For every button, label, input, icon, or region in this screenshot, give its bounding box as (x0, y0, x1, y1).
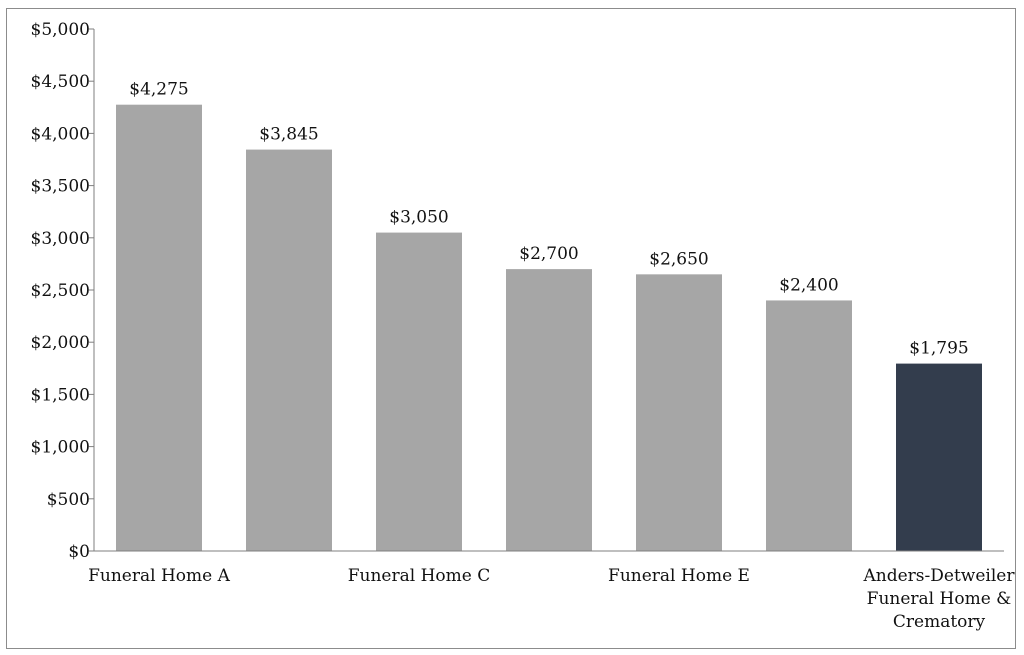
x-tick-label: Anders-Detweiler Funeral Home & Crematory (863, 566, 1016, 632)
x-tick-label: Funeral Home E (608, 566, 750, 586)
data-label: $2,650 (649, 249, 708, 269)
y-tick-label: $1,000 (31, 438, 90, 458)
data-label: $2,400 (779, 275, 838, 295)
x-tick-label: Funeral Home C (348, 566, 491, 586)
y-tick-label: $2,500 (31, 281, 90, 301)
data-label: $1,795 (909, 339, 968, 359)
x-tick-label-line: Funeral Home & (867, 589, 1012, 609)
x-tick-label: Funeral Home A (88, 566, 231, 586)
bar (116, 104, 202, 551)
x-tick-label-line: Crematory (893, 612, 986, 632)
y-tick-label: $500 (47, 490, 90, 510)
bar (246, 149, 332, 551)
bar (636, 274, 722, 551)
x-axis: Funeral Home A Funeral Home C Funeral Home… (88, 550, 1016, 632)
x-tick-label-line: Anders-Detweiler (863, 566, 1016, 586)
y-tick-label: $1,500 (31, 385, 90, 405)
x-tick-label-line: Funeral Home E (608, 566, 750, 586)
x-tick-label-line: Funeral Home C (348, 566, 491, 586)
y-axis: $0 $500 $1,000 $1,500 $2,000 $2,500 $3,000 $3,5… (31, 20, 95, 562)
data-labels: $4,275 $3,845 $3,050 $2,700 $2,650 $2,400 $1,7… (129, 80, 968, 359)
x-tick-label-line: Funeral Home A (88, 566, 231, 586)
y-tick-label: $3,500 (31, 177, 90, 197)
bar (376, 232, 462, 551)
y-tick-label: $3,000 (31, 229, 90, 249)
bar (506, 269, 592, 551)
bar (766, 300, 852, 551)
data-label: $2,700 (519, 244, 578, 264)
y-tick-label: $0 (68, 542, 90, 562)
y-tick-label: $2,000 (31, 333, 90, 353)
bar (896, 363, 982, 551)
data-label: $4,275 (129, 80, 188, 100)
y-tick-label: $5,000 (31, 20, 90, 40)
data-label: $3,050 (389, 208, 448, 228)
bars (116, 104, 982, 551)
y-tick-label: $4,000 (31, 124, 90, 144)
data-label: $3,845 (259, 125, 318, 145)
y-tick-label: $4,500 (31, 72, 90, 92)
